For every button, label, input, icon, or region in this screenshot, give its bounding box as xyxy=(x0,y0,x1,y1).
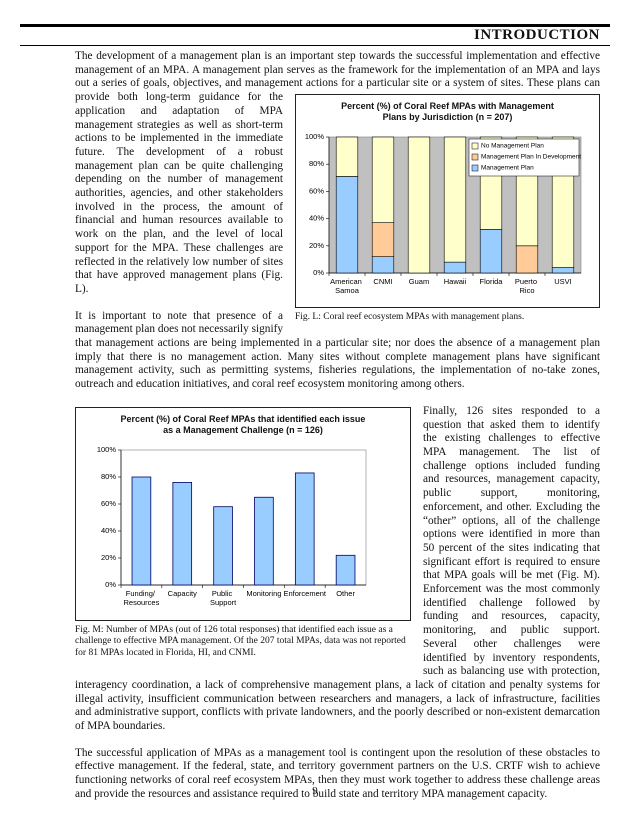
header-rule xyxy=(20,24,610,27)
y-tick-label: 60% xyxy=(309,186,324,195)
legend-box xyxy=(468,138,580,177)
y-tick-label: 100% xyxy=(305,132,325,141)
y-tick-label: 0% xyxy=(105,580,116,589)
x-tick-label: USVI xyxy=(554,277,572,286)
chart-frame: 0% 20% 40% 60% 80% 100% Funding/ Resources Capa… xyxy=(75,406,411,621)
bar-segment xyxy=(479,229,503,274)
bar xyxy=(294,472,315,586)
page-number: 9 xyxy=(312,785,318,797)
bar xyxy=(172,481,193,586)
bar xyxy=(335,554,356,586)
caption: Fig. L: Coral reef ecosystem MPAs with m… xyxy=(295,312,525,322)
legend-label: Management Plan In Development xyxy=(481,154,581,161)
paragraph: The development of a management plan is … xyxy=(75,50,600,295)
chart: 0% 20% 40% 60% 80% 100% American Samoa CNMI Guam… xyxy=(305,132,582,295)
legend-label: Management Plan xyxy=(481,165,534,172)
bar xyxy=(213,506,233,586)
header-rule xyxy=(20,45,610,46)
chart-frame: 0% 20% 40% 60% 80% 100% American Samoa CNMI Guam… xyxy=(295,94,600,308)
legend-swatch xyxy=(471,164,479,172)
paragraph: Finally, 126 sites responded to a questi… xyxy=(75,404,600,733)
chart-title: Percent (%) of Coral Reef MPAs with Mana… xyxy=(341,101,554,122)
x-tick-label: Florida xyxy=(480,277,504,286)
legend-swatch xyxy=(471,153,479,161)
x-tick-label: Guam xyxy=(409,277,429,286)
plot-area xyxy=(120,449,367,586)
y-tick-label: 20% xyxy=(101,553,116,562)
y-tick-label: 40% xyxy=(309,214,324,223)
y-tick-label: 20% xyxy=(309,241,324,250)
x-tick-label: Public Support xyxy=(210,589,237,607)
legend-label: No Management Plan xyxy=(481,143,544,150)
bar-segment xyxy=(407,136,431,274)
bar-segment xyxy=(335,136,359,177)
bar-segment xyxy=(551,267,575,274)
bar-segment xyxy=(371,136,395,223)
y-tick-label: 40% xyxy=(101,526,116,535)
bar-segment xyxy=(371,256,395,274)
caption: Fig. M: Number of MPAs (out of 126 total… xyxy=(75,624,406,658)
legend-swatch xyxy=(471,142,479,150)
bar-segment xyxy=(443,261,467,274)
y-tick-label: 80% xyxy=(309,159,324,168)
y-tick-label: 60% xyxy=(101,499,116,508)
bar xyxy=(254,496,274,586)
x-tick-label: Other xyxy=(336,589,355,598)
paragraph: The successful application of MPAs as a … xyxy=(75,746,600,800)
body-text: 0% 20% 40% 60% 80% 100% American Samoa CNMI Guam… xyxy=(75,50,600,815)
paragraph: It is important to note that presence of… xyxy=(75,309,600,391)
figure: 0% 20% 40% 60% 80% 100% Funding/ Resources Capa… xyxy=(75,406,411,660)
bar xyxy=(131,476,152,586)
bar-segment xyxy=(371,222,395,257)
x-tick-label: Puerto Rico xyxy=(515,277,539,295)
bar-segment xyxy=(443,136,467,263)
x-tick-label: American Samoa xyxy=(330,277,364,295)
y-tick-label: 100% xyxy=(97,445,117,454)
y-tick-label: 80% xyxy=(101,472,116,481)
header-title: INTRODUCTION xyxy=(473,27,600,43)
bar-segment xyxy=(335,176,359,274)
x-tick-label: Capacity xyxy=(168,589,197,598)
figure: 0% 20% 40% 60% 80% 100% American Samoa CNMI Guam… xyxy=(295,94,600,324)
bar-segment xyxy=(515,245,539,274)
chart: 0% 20% 40% 60% 80% 100% Funding/ Resources Capa… xyxy=(97,445,367,607)
y-tick-label: 0% xyxy=(313,268,324,277)
x-tick-label: Monitoring xyxy=(246,589,281,598)
x-tick-label: Hawaii xyxy=(444,277,467,286)
x-tick-label: CNMI xyxy=(373,277,392,286)
x-tick-label: Funding/ Resources xyxy=(123,589,159,607)
chart-title: Percent (%) of Coral Reef MPAs that iden… xyxy=(120,413,366,435)
x-tick-label: Enforcement xyxy=(283,589,326,598)
